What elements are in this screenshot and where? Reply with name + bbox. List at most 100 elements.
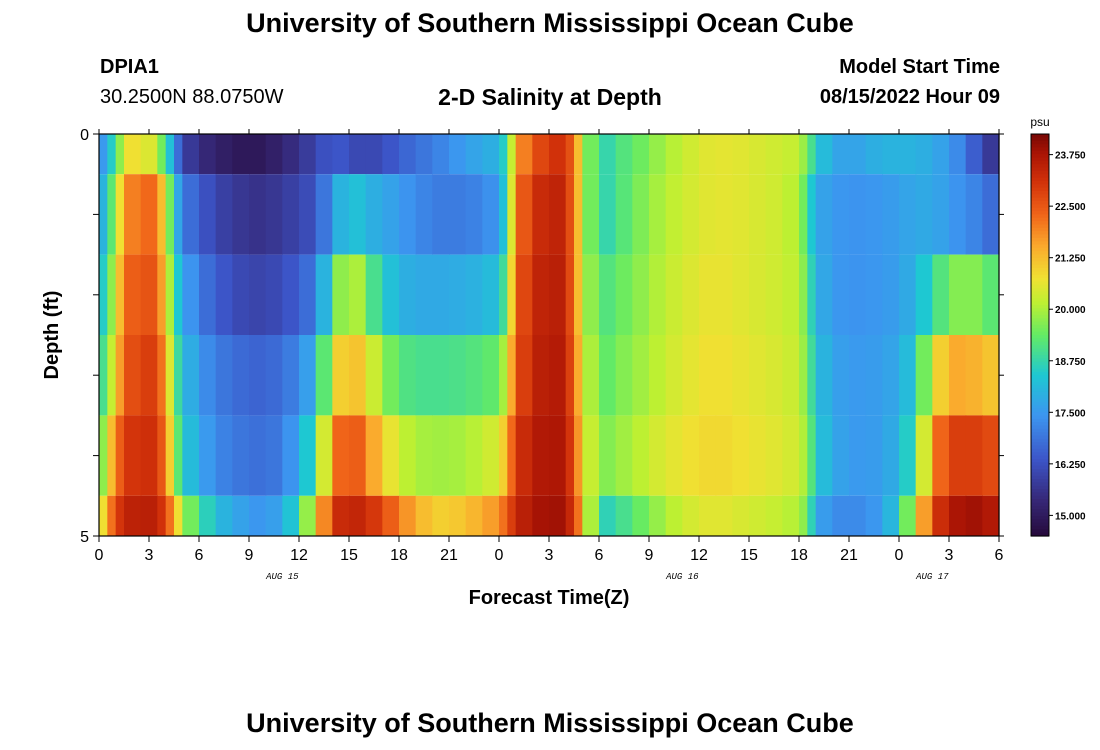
x-tick-label: 3 [145, 547, 154, 564]
x-tick-label: 0 [895, 547, 904, 564]
heatmap-cell [282, 335, 300, 416]
heatmap-cell [982, 134, 1000, 175]
date-label: AUG 15 [265, 572, 299, 582]
heatmap-cell [815, 495, 833, 536]
heatmap-cell [299, 134, 317, 175]
heatmap-cell [715, 134, 733, 175]
heatmap-cell [549, 134, 567, 175]
colorbar-segment [1031, 331, 1049, 336]
colorbar-segment [1031, 154, 1049, 159]
heatmap-cell [782, 335, 800, 416]
footer-title: University of Southern Mississippi Ocean… [246, 708, 854, 738]
colorbar-segment [1031, 351, 1049, 356]
heatmap-cell [715, 335, 733, 416]
heatmap-cell [232, 335, 250, 416]
colorbar-segment [1031, 284, 1049, 289]
heatmap-cell [199, 495, 217, 536]
heatmap-cell [415, 335, 433, 416]
colorbar-segment [1031, 308, 1049, 313]
heatmap-cell [549, 174, 567, 255]
heatmap-cell [465, 335, 483, 416]
heatmap-cell [965, 415, 983, 496]
heatmap-cell [732, 134, 750, 175]
heatmap-cell [765, 415, 783, 496]
heatmap-cell [282, 174, 300, 255]
heatmap-cell [582, 134, 600, 175]
heatmap-cell [807, 335, 817, 416]
heatmap-cell [515, 174, 533, 255]
heatmap-cell [449, 495, 467, 536]
colorbar-segment [1031, 281, 1049, 286]
x-tick-label: 15 [740, 547, 758, 564]
heatmap-cell [682, 495, 700, 536]
x-axis-label: Forecast Time(Z) [469, 587, 630, 609]
heatmap-cell [507, 134, 517, 175]
heatmap-cell [399, 335, 417, 416]
x-tick-label: 15 [340, 547, 358, 564]
heatmap-cell [482, 495, 500, 536]
heatmap-cell [582, 335, 600, 416]
heatmap-cell [165, 174, 175, 255]
heatmap-cell [665, 415, 683, 496]
heatmap-cell [140, 335, 158, 416]
heatmap-cell [482, 415, 500, 496]
heatmap-cell [174, 254, 183, 335]
heatmap-cell [915, 495, 933, 536]
colorbar-tick-label: 16.250 [1055, 460, 1086, 471]
heatmap-cell [382, 254, 400, 335]
heatmap-cell [507, 335, 517, 416]
heatmap-cell [665, 134, 683, 175]
heatmap-cell [899, 254, 917, 335]
heatmap-cell [615, 415, 633, 496]
heatmap-cell [499, 254, 508, 335]
heatmap-cell [665, 174, 683, 255]
heatmap-cell [815, 254, 833, 335]
heatmap-cell [949, 495, 967, 536]
heatmap-cell [632, 495, 650, 536]
colorbar-segment [1031, 489, 1049, 494]
heatmap-cell [665, 495, 683, 536]
heatmap-cell [849, 415, 867, 496]
colorbar-segment [1031, 338, 1049, 343]
heatmap-cell [532, 495, 550, 536]
heatmap-cell [807, 415, 817, 496]
heatmap-cell [107, 174, 117, 255]
heatmap-cell [174, 174, 183, 255]
heatmap-cell [765, 495, 783, 536]
heatmap-cell [332, 495, 350, 536]
heatmap-cell [574, 335, 583, 416]
heatmap-cell [832, 134, 850, 175]
heatmap-cell [565, 415, 575, 496]
heatmap-cell [715, 254, 733, 335]
colorbar-segment [1031, 445, 1049, 450]
colorbar-segment [1031, 485, 1049, 490]
colorbar-segment [1031, 194, 1049, 199]
heatmap-cell [682, 415, 700, 496]
heatmap-cell [115, 335, 125, 416]
colorbar-segment [1031, 492, 1049, 497]
heatmap-cell [507, 495, 517, 536]
heatmap-cell [932, 495, 950, 536]
heatmap-cell [232, 134, 250, 175]
heatmap-cell [682, 254, 700, 335]
heatmap-cell [599, 134, 617, 175]
heatmap-cell [399, 495, 417, 536]
heatmap-cell [565, 134, 575, 175]
heatmap-cell [899, 495, 917, 536]
heatmap-cell [582, 495, 600, 536]
heatmap-cell [799, 254, 808, 335]
model-start-value: 08/15/2022 Hour 09 [819, 86, 1000, 108]
colorbar-segment [1031, 438, 1049, 443]
heatmap-cell [832, 495, 850, 536]
heatmap-cell [899, 335, 917, 416]
heatmap-cell [157, 415, 167, 496]
colorbar-segment [1031, 328, 1049, 333]
heatmap-cell [532, 174, 550, 255]
heatmap-cell [465, 174, 483, 255]
colorbar-segment [1031, 529, 1049, 534]
colorbar-segment [1031, 358, 1049, 363]
colorbar-segment [1031, 455, 1049, 460]
heatmap-cell [649, 254, 667, 335]
heatmap-cell [515, 254, 533, 335]
